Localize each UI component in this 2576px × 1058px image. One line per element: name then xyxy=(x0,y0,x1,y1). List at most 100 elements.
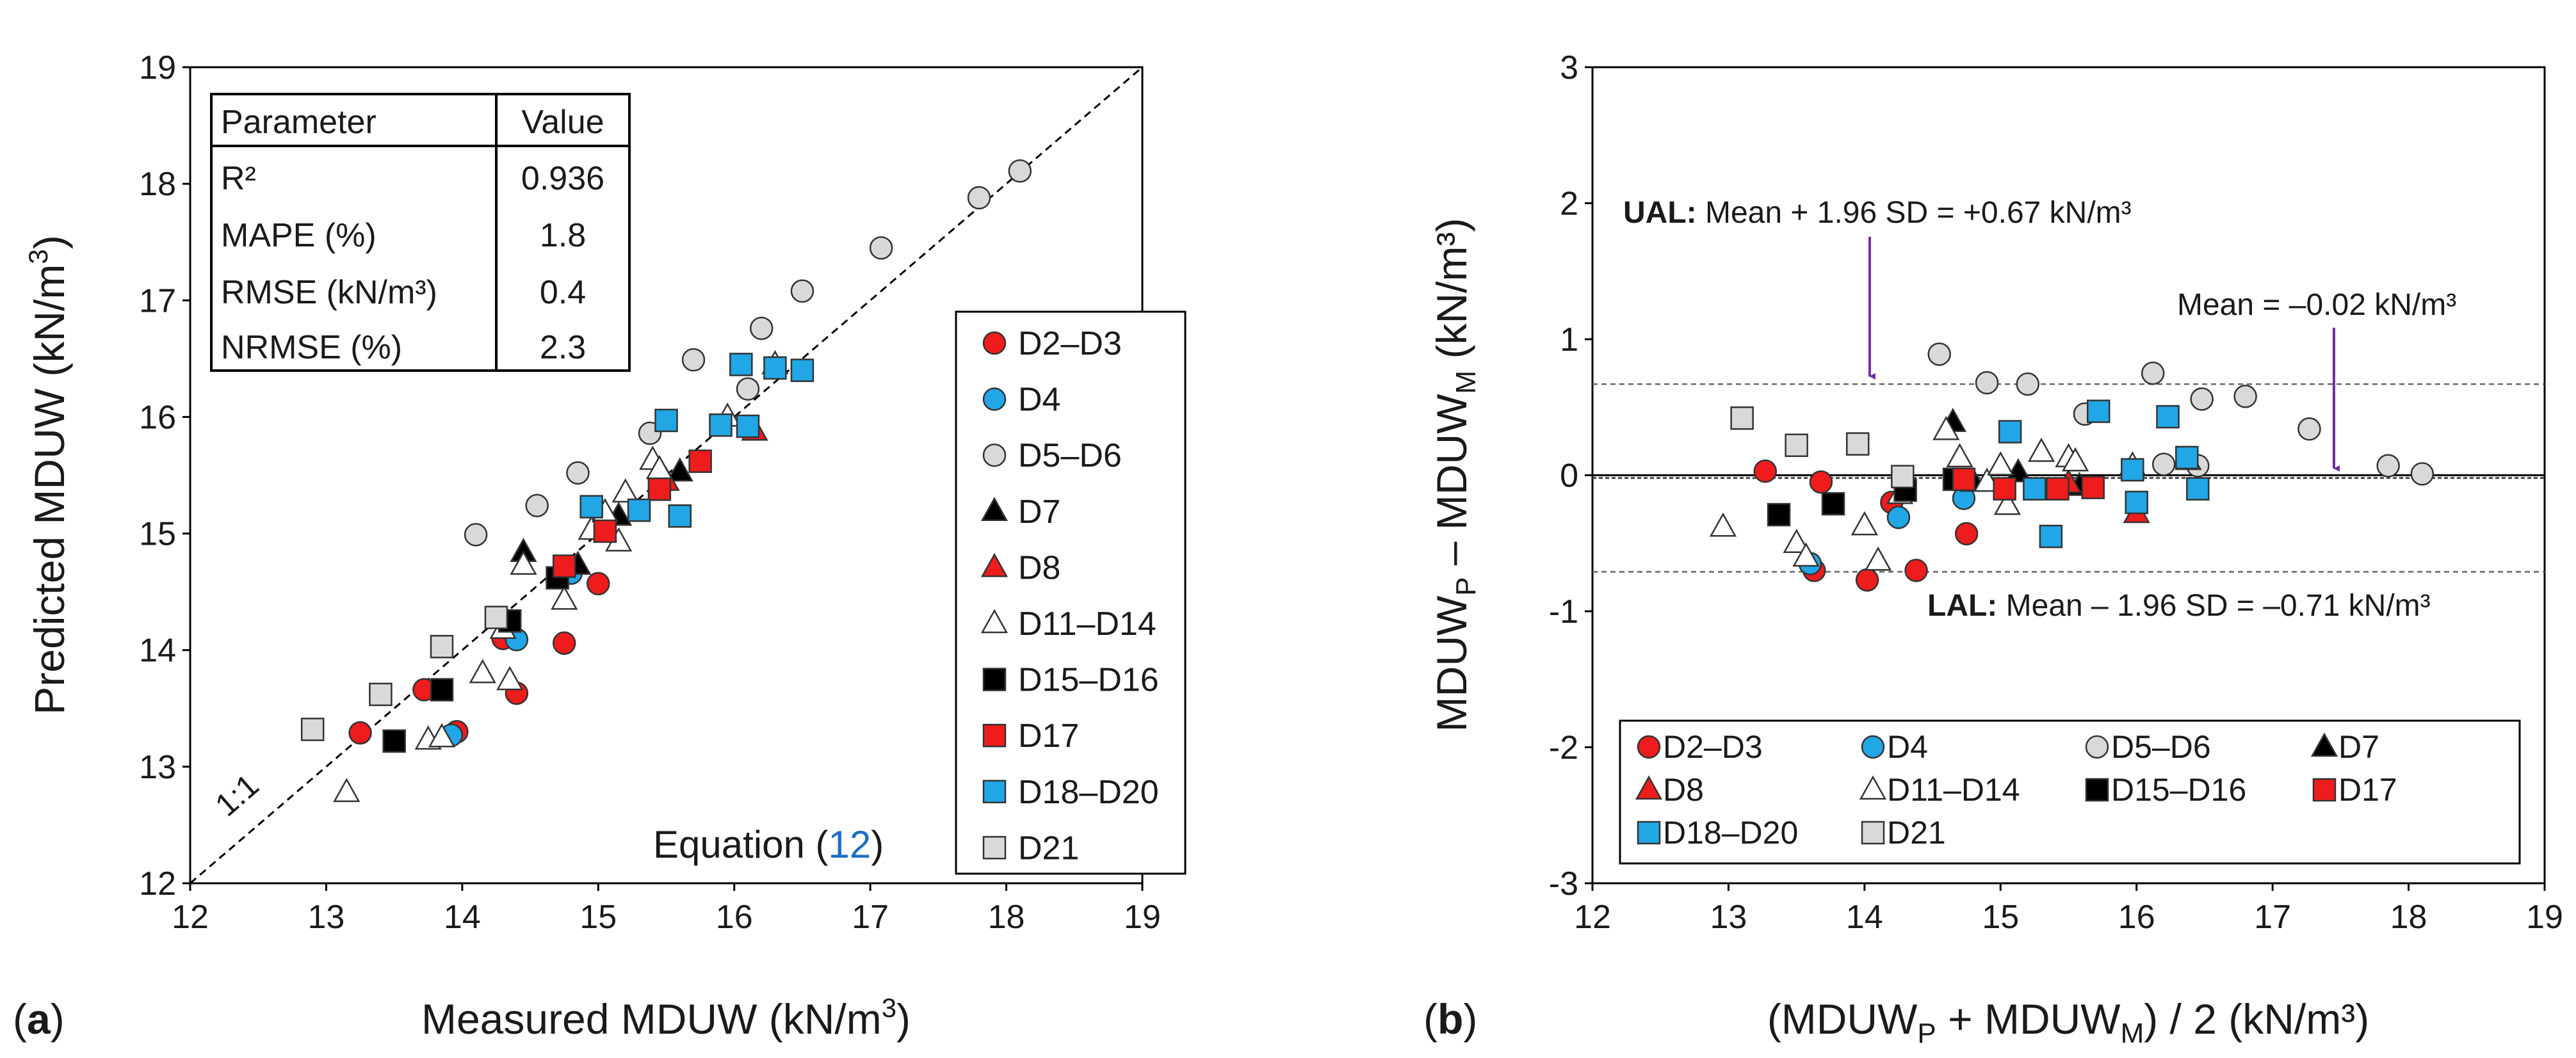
legend-label-d21: D21 xyxy=(1018,830,1079,867)
y-tick-label: 19 xyxy=(139,49,176,86)
x-tick-label: 14 xyxy=(444,899,481,936)
x-tick-label: 19 xyxy=(1124,899,1161,936)
legend-label-d18-d20: D18–D20 xyxy=(1018,774,1159,811)
y-tick-label: 0 xyxy=(1560,458,1578,495)
point-d15-d16 xyxy=(1767,502,1791,527)
chart-b-y-ticks: -3 -2 -1 0 1 2 3 xyxy=(1549,49,1592,902)
legend-marker-d4 xyxy=(1861,735,1885,759)
chart-b-x-ticks: 12 13 14 15 16 17 18 19 xyxy=(1574,883,2563,936)
lal-annotation: LAL: Mean – 1.96 SD = –0.71 kN/m³ xyxy=(1927,589,2431,623)
x-tick-label: 12 xyxy=(172,899,209,936)
point-d5-d6 xyxy=(525,493,549,518)
chart-a-identity-label: 1:1 xyxy=(208,767,265,823)
panel-b-label: (b) xyxy=(1423,995,1477,1043)
legend-marker-d5-d6 xyxy=(2085,735,2109,759)
point-d5-d6 xyxy=(2151,453,2176,476)
point-d2-d3 xyxy=(1753,459,1778,483)
point-d21 xyxy=(430,635,454,659)
chart-b-legend-frame xyxy=(1619,719,2521,865)
legend-marker-d11-d14 xyxy=(1859,775,1887,800)
point-d17 xyxy=(593,519,617,543)
point-d18-d20 xyxy=(2121,458,2144,482)
chart-a-y-ticks: 12 13 14 15 16 17 18 19 xyxy=(139,49,190,902)
legend-marker-d5-d6 xyxy=(982,443,1007,467)
chart-a-stats-table: Parameter Value R² 0.936 MAPE (%) 1.8 RM… xyxy=(210,93,631,372)
point-d21 xyxy=(1845,432,1870,456)
ual-annotation: UAL: Mean + 1.96 SD = +0.67 kN/m³ xyxy=(1623,196,2132,230)
point-d15-d16 xyxy=(1821,492,1845,516)
point-d17 xyxy=(1993,477,2016,501)
chart-b-legend: D2–D3 D4 D5–D6 D7 D8 D11–D14 D15–D16 D17 D18–D20… xyxy=(1635,729,2397,851)
point-d5-d6 xyxy=(2016,372,2040,396)
chart-a-identity-line xyxy=(190,66,1143,885)
equation-number-link[interactable]: 12 xyxy=(829,823,871,866)
legend-marker-d11-d14 xyxy=(980,609,1009,634)
point-d18-d20 xyxy=(2175,445,2199,470)
point-d5-d6 xyxy=(464,523,488,547)
point-d18-d20 xyxy=(2023,477,2046,501)
point-d18-d20 xyxy=(1998,420,2022,444)
point-d18-d20 xyxy=(790,358,814,382)
legend-label-d7: D7 xyxy=(2338,729,2379,765)
y-tick-label: 3 xyxy=(1560,49,1578,86)
chart-a-x-ticks: 12 13 14 15 16 17 18 19 xyxy=(172,883,1161,936)
chart-b-y-axis-title: MDUWP – MDUWM (kN/m³) xyxy=(1428,218,1482,732)
legend-marker-d18-d20 xyxy=(982,780,1007,804)
legend-marker-d17 xyxy=(982,723,1007,748)
point-d11-d14 xyxy=(1792,542,1820,567)
point-d5-d6 xyxy=(2233,385,2257,408)
x-tick-label: 18 xyxy=(988,899,1025,936)
point-d5-d6 xyxy=(681,348,706,372)
legend-marker-d4 xyxy=(982,387,1007,411)
y-tick-label: 14 xyxy=(139,632,176,669)
point-d15-d16 xyxy=(430,678,454,701)
point-d17 xyxy=(647,477,672,501)
point-d11-d14 xyxy=(510,550,537,575)
y-tick-label: 2 xyxy=(1560,186,1578,223)
point-d2-d3 xyxy=(587,572,610,596)
point-d11-d14 xyxy=(2061,447,2089,472)
point-d5-d6 xyxy=(2190,387,2214,411)
y-tick-label: -3 xyxy=(1549,865,1578,902)
legend-label-d4: D4 xyxy=(1018,381,1060,419)
chart-b-x-axis-title: (MDUWP + MDUWM) / 2 (kN/m³) xyxy=(1767,995,2369,1049)
legend-marker-d18-d20 xyxy=(1637,821,1661,845)
point-d21 xyxy=(300,717,325,741)
point-d21 xyxy=(369,682,393,707)
point-d18-d20 xyxy=(709,413,733,437)
point-d21 xyxy=(1785,433,1808,457)
panel-a-label: (a) xyxy=(13,995,65,1043)
chart-a-equation-label: Equation (12) xyxy=(653,823,884,866)
table-param-rmse: RMSE (kN/m³) xyxy=(221,274,437,311)
legend-marker-d21 xyxy=(1861,821,1885,845)
point-d11-d14 xyxy=(551,585,578,610)
table-header-parameter: Parameter xyxy=(221,104,377,141)
point-d11-d14 xyxy=(2027,437,2055,462)
chart-b-points xyxy=(1709,342,2434,592)
point-d18-d20 xyxy=(654,408,678,433)
point-d2-d3 xyxy=(1954,522,1979,546)
chart-a-points xyxy=(300,159,1032,803)
legend-label-d11-d14: D11–D14 xyxy=(1018,605,1156,643)
y-tick-label: 17 xyxy=(139,282,176,319)
point-d18-d20 xyxy=(668,504,692,528)
point-d17 xyxy=(1952,467,1976,492)
legend-label-d15-d16: D15–D16 xyxy=(1018,662,1159,699)
legend-marker-d15-d16 xyxy=(2085,778,2109,802)
point-d5-d6 xyxy=(2141,361,2165,385)
point-d5-d6 xyxy=(790,279,814,303)
y-tick-label: 1 xyxy=(1560,321,1578,358)
point-d5-d6 xyxy=(566,461,590,485)
x-tick-label: 15 xyxy=(1982,899,2019,936)
point-d11-d14 xyxy=(612,478,639,503)
point-d5-d6 xyxy=(1927,342,1951,366)
x-tick-label: 16 xyxy=(2118,899,2155,936)
point-d5-d6 xyxy=(967,186,991,210)
point-d4 xyxy=(1886,506,1911,529)
y-tick-label: 12 xyxy=(139,865,176,902)
point-d11-d14 xyxy=(333,778,360,803)
point-d18-d20 xyxy=(729,353,753,376)
legend-marker-d2-d3 xyxy=(982,331,1007,355)
chart-a-legend: D2–D3 D4 D5–D6 D7 D8 D11–D14 D15–D16 D17 D18–D20… xyxy=(980,325,1159,867)
